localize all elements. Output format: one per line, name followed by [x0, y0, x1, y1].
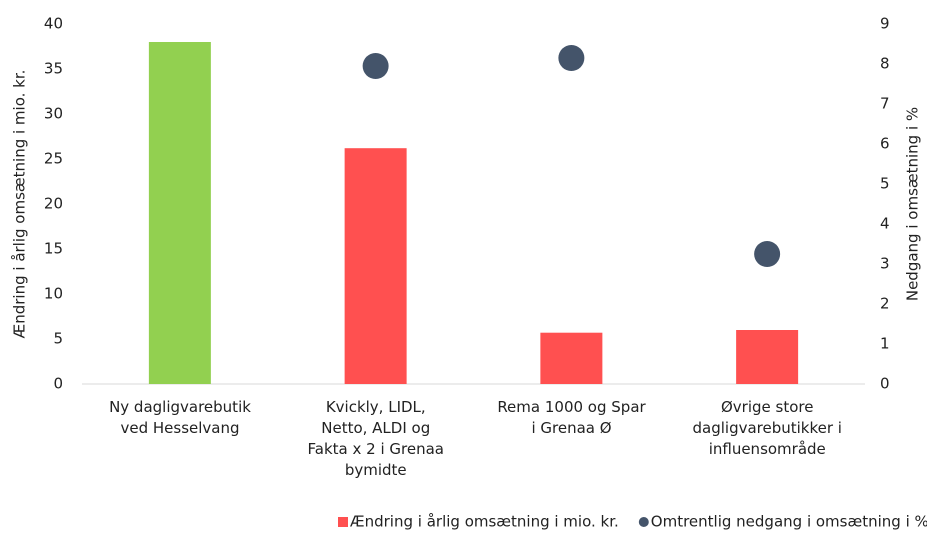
- bar: [344, 148, 407, 384]
- bar: [148, 42, 211, 384]
- y-tick-label: 0: [53, 375, 63, 393]
- y2-tick-label: 4: [880, 215, 890, 233]
- y-tick-label: 15: [44, 240, 63, 258]
- dot: [558, 45, 585, 71]
- y-axis-label: Ændring i årlig omsætning i mio. kr.: [11, 70, 29, 339]
- y2-tick-label: 7: [880, 95, 890, 113]
- legend-label: Omtrentlig nedgang i omsætning i %: [651, 513, 927, 531]
- y2-tick-label: 3: [880, 255, 890, 273]
- y2-tick-label: 9: [880, 15, 890, 33]
- y2-tick-label: 8: [880, 55, 890, 73]
- y-tick-label: 35: [44, 60, 63, 78]
- legend-label: Ændring i årlig omsætning i mio. kr.: [350, 513, 619, 531]
- x-tick-label: Kvickly, LIDL, Netto, ALDI og Fakta x 2 …: [307, 398, 444, 479]
- y2-axis-label: Nedgang i omsætning i %: [904, 107, 922, 301]
- dot: [754, 241, 781, 267]
- y2-tick-label: 5: [880, 175, 890, 193]
- legend-swatch: [338, 517, 348, 527]
- bar: [736, 330, 799, 384]
- dot: [362, 53, 389, 79]
- y-tick-label: 10: [44, 285, 63, 303]
- y-tick-label: 40: [44, 15, 63, 33]
- y2-tick-label: 0: [880, 375, 890, 393]
- y2-tick-label: 2: [880, 295, 890, 313]
- y-tick-label: 25: [44, 150, 63, 168]
- y2-tick-label: 1: [880, 335, 890, 353]
- x-tick-label: Øvrige store dagligvarebutikker i influe…: [692, 398, 842, 458]
- bar: [540, 332, 603, 384]
- legend-swatch: [638, 517, 649, 527]
- x-tick-label: Rema 1000 og Spar i Grenaa Ø: [497, 398, 646, 437]
- x-tick-label: Ny dagligvarebutik ved Hesselvang: [109, 398, 251, 437]
- y-tick-label: 20: [44, 195, 63, 213]
- y-tick-label: 5: [53, 330, 63, 348]
- y-tick-label: 30: [44, 105, 63, 123]
- y2-tick-label: 6: [880, 135, 890, 153]
